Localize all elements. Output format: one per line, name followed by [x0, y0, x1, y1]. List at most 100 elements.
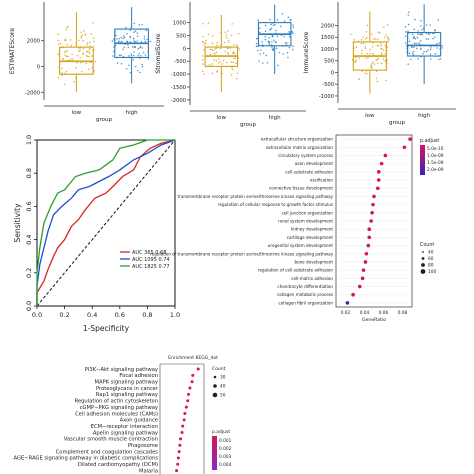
jitter-point — [57, 53, 60, 55]
jitter-point — [88, 48, 91, 50]
jitter-point — [272, 24, 275, 27]
jitter-point — [89, 41, 91, 43]
jitter-point — [420, 25, 422, 27]
jitter-point — [59, 42, 62, 45]
term-dot — [369, 219, 373, 223]
jitter-point — [365, 57, 367, 59]
jitter-point — [86, 50, 89, 53]
jitter-point — [383, 36, 386, 38]
size-legend-label: 50 — [220, 393, 226, 399]
jitter-point — [377, 31, 380, 33]
jitter-point — [257, 19, 259, 22]
boxplot-2: -2000 -1500 -1000 -500 0 500 1000 StromalScore l… — [155, 2, 306, 128]
jitter-point — [71, 53, 73, 56]
jitter-point — [371, 62, 373, 65]
color-bar-label: 0.001 — [219, 438, 232, 444]
jitter-point — [209, 53, 212, 56]
color-bar-label: 5.0e-10 — [427, 146, 444, 152]
jitter-point — [115, 34, 117, 37]
jitter-point — [90, 33, 93, 35]
jitter-point — [380, 44, 382, 47]
jitter-point — [80, 31, 82, 34]
jitter-point — [81, 34, 84, 36]
jitter-point — [113, 46, 115, 48]
jitter-point — [361, 49, 363, 52]
jitter-point — [292, 48, 294, 51]
jitter-point — [93, 37, 95, 40]
y-tick-label: -500 — [322, 82, 334, 88]
term-dot — [366, 243, 371, 248]
jitter-point — [219, 60, 221, 63]
jitter-point — [355, 59, 358, 62]
jitter-point — [367, 56, 369, 59]
jitter-point — [65, 70, 68, 73]
pathway-dot — [183, 411, 187, 415]
jitter-point — [57, 43, 60, 45]
x-axis-title: group — [240, 122, 256, 128]
roc-curve-panel: 0.0 0.2 0.4 0.6 0.8 1.0 0.0 0.2 0.4 0.6 0.8 1.0 1-Sp… — [13, 135, 180, 333]
jitter-point — [384, 44, 387, 47]
term-label: urogenital system development — [268, 243, 334, 248]
jitter-point — [216, 44, 218, 47]
jitter-point — [209, 64, 211, 66]
x-tick-label: 0.02 — [341, 310, 351, 316]
jitter-point — [82, 52, 84, 54]
jitter-point — [379, 42, 382, 44]
jitter-point — [61, 74, 63, 77]
jitter-point — [441, 44, 443, 47]
jitter-point — [432, 37, 434, 40]
jitter-point — [88, 55, 90, 58]
pathway-label: Phagosome — [128, 443, 158, 449]
term-label: cell junction organization — [281, 210, 333, 215]
jitter-point — [436, 47, 438, 49]
jitter-point — [143, 51, 145, 54]
pathway-label: Rap1 signaling pathway — [96, 392, 158, 398]
x-tick-label: 0.6 — [115, 311, 125, 319]
jitter-point — [80, 61, 82, 64]
jitter-point — [267, 40, 270, 43]
x-axis-title: group — [96, 117, 112, 123]
jitter-point — [404, 25, 407, 28]
jitter-point — [129, 36, 132, 39]
jitter-point — [283, 35, 285, 38]
x-tick-label: 0.8 — [142, 311, 152, 319]
jitter-point — [129, 41, 131, 43]
jitter-point — [271, 49, 274, 51]
jitter-point — [292, 45, 294, 47]
jitter-point — [139, 71, 141, 74]
jitter-point — [292, 26, 295, 29]
term-dot — [402, 145, 407, 150]
color-bar-label: 0.003 — [219, 454, 232, 460]
jitter-point — [411, 46, 413, 48]
jitter-point — [369, 66, 372, 69]
jitter-point — [438, 58, 440, 61]
jitter-point — [123, 46, 126, 48]
jitter-point — [380, 47, 383, 50]
jitter-point — [427, 49, 429, 51]
term-dot — [367, 235, 372, 240]
jitter-point — [137, 69, 139, 72]
jitter-point — [273, 39, 275, 42]
jitter-point — [365, 31, 368, 33]
term-dot — [379, 161, 384, 166]
reference-diagonal — [36, 139, 176, 307]
jitter-point — [238, 49, 241, 51]
jitter-point — [259, 27, 261, 29]
legend-title-color: p.adjust — [212, 429, 230, 435]
jitter-point — [362, 36, 364, 38]
jitter-point — [86, 42, 89, 44]
jitter-point — [274, 23, 276, 26]
pathway-dot — [186, 399, 190, 403]
jitter-point — [211, 49, 214, 52]
jitter-point — [259, 53, 261, 55]
jitter-point — [405, 45, 408, 47]
jitter-point — [408, 52, 411, 54]
size-legend-dot — [421, 257, 425, 260]
boxplot-1: -2000 0 2000 ESTIMATEScore low high group — [9, 2, 164, 123]
jitter-point — [372, 53, 374, 55]
jitter-point — [234, 53, 236, 55]
jitter-point — [411, 52, 414, 54]
jitter-point — [429, 53, 432, 56]
jitter-point — [232, 52, 235, 54]
jitter-point — [70, 58, 72, 61]
